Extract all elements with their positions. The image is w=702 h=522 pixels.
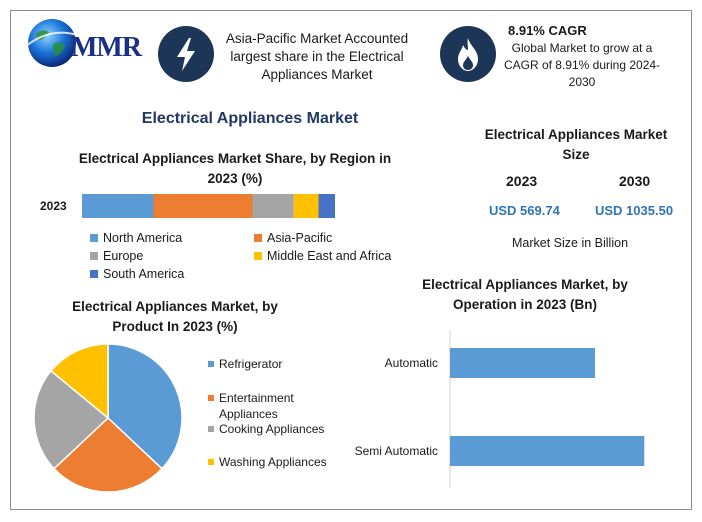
legend-swatch bbox=[208, 459, 214, 465]
legend-label: Europe bbox=[103, 249, 144, 263]
region-chart-title: Electrical Appliances Market Share, by R… bbox=[78, 151, 392, 186]
legend-swatch bbox=[254, 234, 262, 242]
asia-pacific-info: Asia-Pacific Market Accounted largest sh… bbox=[225, 31, 409, 82]
product-legend-refrigerator: Refrigerator bbox=[208, 356, 338, 372]
operation-label-semi-automatic: Semi Automatic bbox=[355, 444, 438, 458]
main-title: Electrical Appliances Market bbox=[141, 110, 359, 127]
lightning-icon bbox=[177, 38, 195, 71]
value-2023: USD 569.74 bbox=[489, 203, 560, 218]
product-legend-entertainment-appliances: Entertainment Appliances bbox=[208, 390, 338, 422]
legend-swatch bbox=[90, 252, 98, 260]
legend-label: South America bbox=[103, 267, 185, 281]
product-legend-washing-appliances: Washing Appliances bbox=[208, 454, 338, 470]
region-bar-north-america bbox=[82, 194, 154, 218]
flame-icon-circle bbox=[440, 26, 496, 82]
pie-slice-entertainment-appliances bbox=[52, 416, 164, 493]
region-bar-middle-east-and-africa bbox=[293, 194, 319, 218]
flame-icon bbox=[458, 38, 478, 71]
globe-icon bbox=[25, 19, 81, 67]
region-legend-south-america: South America bbox=[90, 266, 184, 282]
cagr-title: 8.91% CAGR bbox=[508, 23, 587, 38]
operation-chart-title: Electrical Appliances Market, by Operati… bbox=[422, 277, 628, 312]
region-legend-north-america: North America bbox=[90, 230, 182, 246]
value-2030: USD 1035.50 bbox=[595, 203, 674, 218]
legend-label: Refrigerator bbox=[219, 357, 283, 371]
region-legend-asia-pacific: Asia-Pacific bbox=[254, 230, 332, 246]
operation-bar-automatic bbox=[450, 348, 595, 378]
pie-slice-washing-appliances bbox=[49, 343, 109, 420]
region-legend-europe: Europe bbox=[90, 248, 143, 264]
legend-swatch bbox=[208, 395, 214, 401]
operation-bar-semi-automatic bbox=[450, 436, 645, 466]
pie-slice-refrigerator bbox=[107, 343, 183, 470]
logo-text: MMR bbox=[71, 32, 142, 63]
region-bar-asia-pacific bbox=[153, 194, 253, 218]
legend-label: North America bbox=[103, 231, 183, 245]
region-legend-middle-east-and-africa: Middle East and Africa bbox=[254, 248, 391, 264]
mmr-logo bbox=[22, 14, 152, 72]
legend-label: Cooking Appliances bbox=[219, 422, 325, 436]
year-2023-label: 2023 bbox=[506, 173, 538, 189]
product-chart-title: Electrical Appliances Market, by Product… bbox=[72, 299, 278, 334]
legend-swatch bbox=[90, 234, 98, 242]
legend-swatch bbox=[254, 252, 262, 260]
region-bar-south-america bbox=[318, 194, 335, 218]
legend-label: Entertainment Appliances bbox=[219, 391, 294, 421]
market-size-title: Electrical Appliances Market Size bbox=[484, 127, 668, 162]
legend-swatch bbox=[208, 361, 214, 367]
product-legend-cooking-appliances: Cooking Appliances bbox=[208, 421, 338, 437]
legend-label: Middle East and Africa bbox=[267, 249, 392, 263]
cagr-info: Global Market to grow at a CAGR of 8.91%… bbox=[503, 41, 661, 89]
legend-swatch bbox=[90, 270, 98, 278]
operation-label-automatic: Automatic bbox=[385, 356, 438, 370]
region-category-label: 2023 bbox=[40, 199, 67, 213]
legend-swatch bbox=[208, 426, 214, 432]
region-bar-europe bbox=[252, 194, 294, 218]
pie-slice-cooking-appliances bbox=[33, 369, 110, 470]
legend-label: Washing Appliances bbox=[219, 455, 327, 469]
lightning-icon-circle bbox=[158, 26, 214, 82]
legend-label: Asia-Pacific bbox=[267, 231, 333, 245]
market-size-note: Market Size in Billion bbox=[512, 236, 629, 250]
year-2030-label: 2030 bbox=[619, 173, 651, 189]
infographic-frame bbox=[10, 10, 692, 510]
